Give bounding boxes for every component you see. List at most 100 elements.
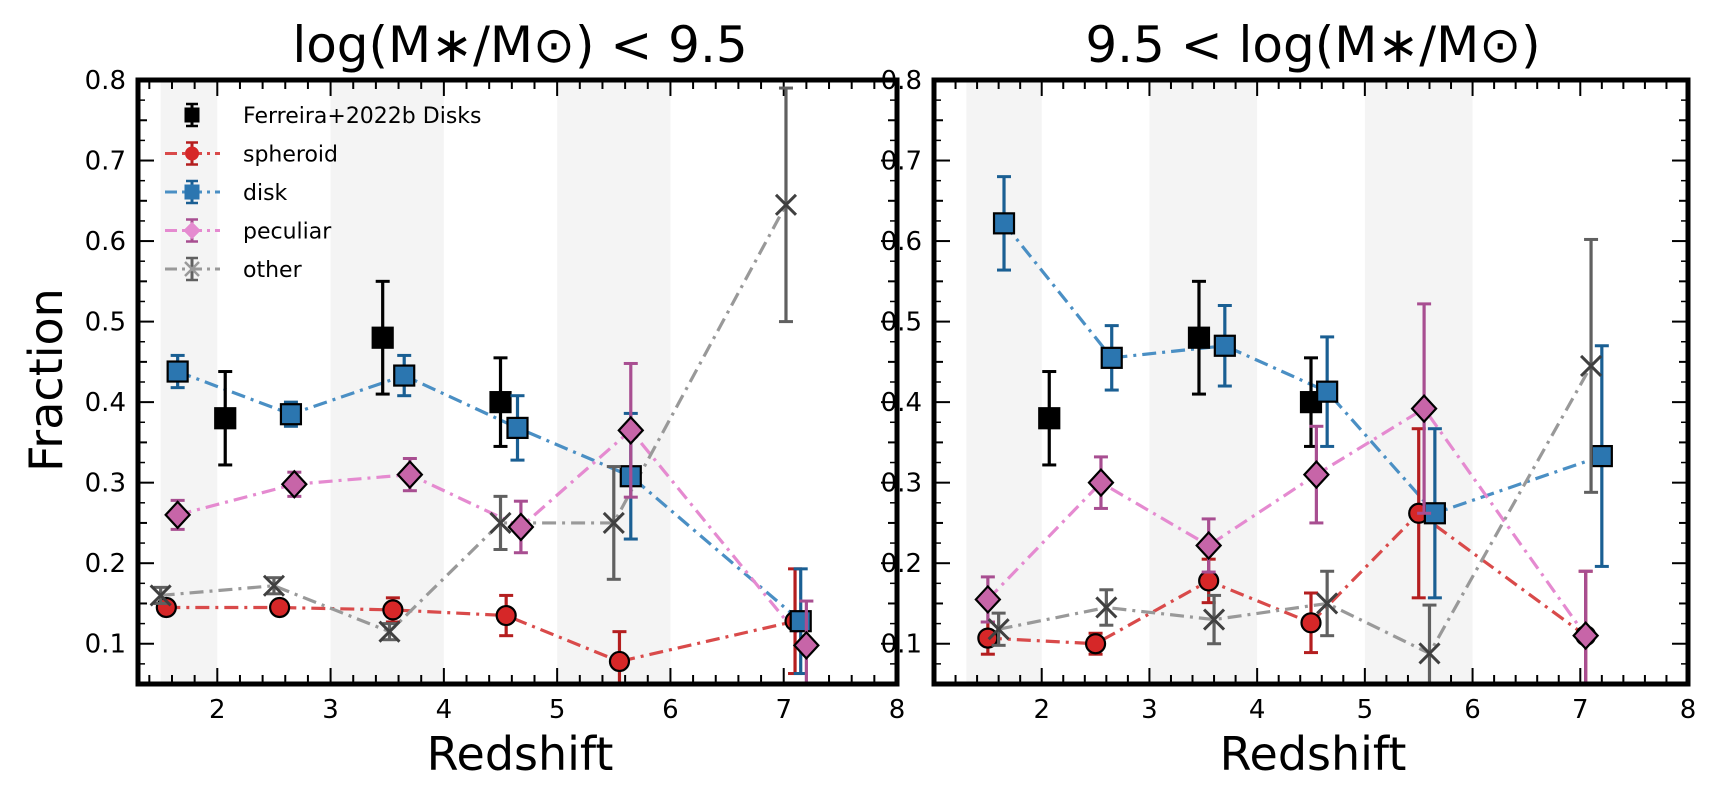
panel-0-y-tick-label: 0.6 [85,227,126,257]
panel-0-marker-diamond [280,469,308,499]
panel-0-marker-x [774,193,798,216]
panel-0-y-tick-label: 0.2 [85,549,126,579]
panel-1-marker-circle [1300,612,1322,634]
panel-0-x-tick-label: 3 [322,695,339,725]
panel-1-marker-square [1100,346,1123,369]
panel-right: 9.5 < log(M∗/M⊙) Redshift 2 3 4 5 6 7 8 0.1 0.2 0… [881,16,1697,781]
panel-0-legend-label: peculiar [243,220,332,245]
panel-0-marker-x [602,511,625,534]
panel-0-x-tick-label: 6 [662,695,679,725]
panel-1-x-tick-label: 7 [1572,695,1589,725]
panel-1-series-line [987,511,1587,646]
panel-0-marker-circle [269,596,291,619]
panel-0-frame [135,77,900,687]
panel-1-marker-diamond [1195,530,1223,561]
panel-1-series-line [986,406,1587,637]
panel-0-y-tick-label: 0.8 [85,66,126,96]
panel-0-x-tick-label: 2 [209,695,226,725]
panel-0-legend-marker-diamond [183,221,201,240]
panel-1-marker-circle [1198,570,1220,592]
panel-0-marker-diamond [396,459,424,490]
panel-1-y-tick-label: 0.4 [881,388,922,418]
panel-0-series-line [166,605,796,664]
panel-1-marker-x [1095,596,1118,619]
panel-0-shaded-band [557,80,671,684]
panel-0-y-tick-label: 0.7 [85,147,126,177]
panel-0-legend-marker-square [184,107,200,123]
panel-0-marker-x [489,511,512,534]
panel-1-marker-x [987,618,1010,641]
panel-0-y-tick-label: 0.4 [85,388,126,418]
panel-0-marker-diamond [617,415,645,445]
panel-1-shaded-band [966,80,1042,684]
panel-0-y-tick-label: 0.3 [85,469,126,499]
panel-1-y-tick-label: 0.3 [881,469,922,499]
panel-0-x-tick-label: 5 [549,695,566,725]
panel-0-shaded-band [330,80,444,684]
panel-0-marker-circle [382,599,404,621]
panel-1-y-tick-label: 0.5 [881,308,922,338]
panel-1-y-tick-label: 0.2 [881,549,922,579]
panel-0-x-tick-label: 4 [436,695,453,725]
panel-0-legend-marker-square [184,184,200,200]
panel-1-data-area [974,175,1613,684]
panel-1-marker-circle [1084,633,1107,655]
panel-1-marker-square [1213,334,1236,357]
panel-right-title: 9.5 < log(M∗/M⊙) [1085,16,1540,74]
panel-1-series-line [998,365,1593,656]
panel-1-marker-square [1316,380,1339,403]
panel-left-xlabel: Redshift [427,727,614,781]
panel-1-marker-diamond [1572,621,1600,651]
panel-1-marker-x [1418,642,1441,665]
panel-0-legend-label: disk [243,181,288,206]
panel-1-frame [931,77,1691,687]
panel-1-marker-diamond [1302,459,1330,490]
panel-0-marker-diamond [164,500,192,530]
panel-0-legend-label: Ferreira+2022b Disks [243,104,481,129]
panel-0-legend-marker-circle [185,146,199,161]
panel-1-marker-square [1038,407,1061,430]
panel-0-legend-label: spheroid [243,143,338,168]
panel-1-marker-square [1590,444,1613,468]
panel-1-marker-square [1187,326,1211,349]
panel-1-marker-square [992,212,1016,235]
panel-0-legend-label: other [243,258,303,283]
panel-1-x-tick-label: 8 [1680,695,1697,725]
panel-left-ylabel: Fraction [19,288,73,472]
panel-0-y-tick-label: 0.1 [85,630,126,660]
panel-0-y-tick-label: 0.5 [85,308,126,338]
panel-1-marker-x [1316,592,1339,615]
panel-0-marker-square [371,326,394,349]
panel-1-series-line [1002,222,1603,516]
panel-0-marker-circle [608,650,631,673]
panel-left: log(M∗/M⊙) < 9.5 Redshift Fraction 2 3 4 5 6… [19,16,905,781]
panel-1-x-tick-label: 4 [1249,695,1266,725]
panel-1-x-tick-label: 3 [1141,695,1158,725]
panel-1-marker-diamond [1410,393,1438,424]
panel-0-marker-square [506,416,529,440]
panel-right-xlabel: Redshift [1220,727,1407,781]
panel-0-data-area [149,86,820,684]
panel-0-marker-x [378,620,401,643]
panel-0-marker-square [489,391,512,414]
panel-1-y-tick-label: 0.1 [881,630,922,660]
panel-left-title: log(M∗/M⊙) < 9.5 [292,16,747,74]
panel-0-legend-marker-x [184,261,200,277]
panel-0-series-line [160,204,788,634]
panel-1-y-tick-label: 0.8 [881,66,922,96]
panel-1-marker-diamond [1087,468,1115,498]
panel-1-x-tick-label: 6 [1464,695,1481,725]
panel-0-marker-square [214,407,237,430]
panel-0-marker-diamond [792,630,820,660]
panel-0-marker-x [149,584,172,607]
panel-0-series-line [177,370,802,623]
panel-0-marker-diamond [507,512,535,542]
panel-1-x-tick-label: 2 [1033,695,1050,725]
panel-1-y-tick-label: 0.7 [881,147,922,177]
panel-0-marker-circle [495,604,517,627]
panel-0-marker-square [393,364,416,387]
panel-1-marker-x [1579,354,1603,377]
panel-0-marker-x [262,574,286,597]
panel-0-series-line [177,428,808,647]
